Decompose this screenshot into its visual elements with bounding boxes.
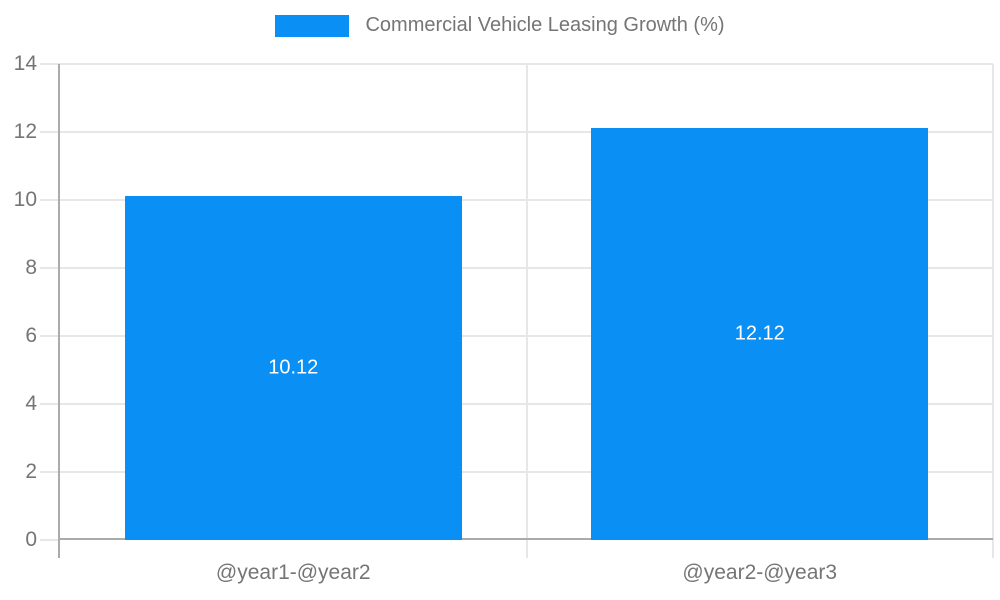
y-tick-label: 8 [25,256,37,279]
bar-value-label: 10.12 [268,356,319,379]
y-tick-label: 6 [25,324,37,347]
chart-legend[interactable]: Commercial Vehicle Leasing Growth (%) [0,14,1000,37]
y-tick-mark [40,267,60,269]
x-tick-mark [992,540,994,558]
y-tick-label: 4 [25,392,37,415]
y-axis-line [58,64,60,558]
x-gridline [992,64,994,540]
x-axis-line [60,538,993,540]
x-category-label: @year1-@year2 [215,561,371,584]
y-tick-mark [40,199,60,201]
x-tick-mark [525,540,528,558]
legend-swatch [275,14,350,37]
y-tick-mark [40,403,60,405]
x-category-label: @year2-@year3 [682,561,838,584]
legend-label: Commercial Vehicle Leasing Growth (%) [365,14,725,36]
y-tick-mark [40,539,60,541]
bar-value-label: 12.12 [734,322,785,345]
y-tick-mark [40,471,60,473]
y-tick-label: 2 [25,460,37,483]
plot-area: 0 2 4 6 8 10 12 14 10.12 @year1-@year2 12.12 @year2… [14,52,994,584]
y-tick-label: 0 [25,528,37,551]
y-tick-label: 14 [13,52,37,75]
y-tick-mark [40,131,60,133]
y-tick-label: 12 [13,120,37,143]
bar[interactable]: 10.12 [124,195,462,540]
x-gridline [525,64,528,540]
bar[interactable]: 12.12 [591,127,929,540]
y-tick-label: 10 [13,188,37,211]
y-tick-mark [40,63,60,65]
y-tick-mark [40,335,60,337]
